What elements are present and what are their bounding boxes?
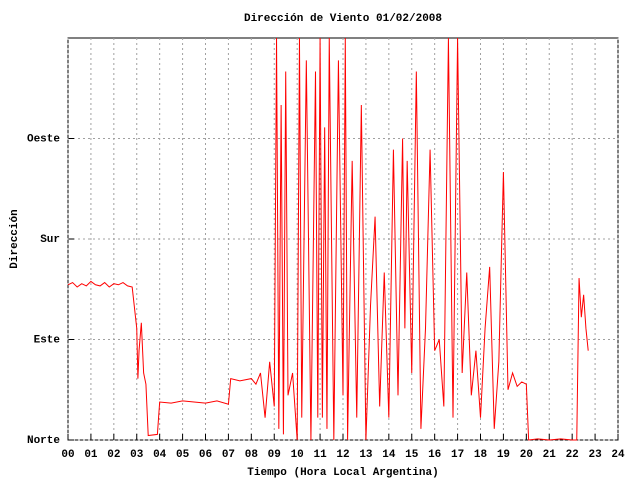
x-axis-label: Tiempo (Hora Local Argentina): [247, 467, 438, 479]
x-tick-label: 11: [313, 449, 327, 461]
x-tick-label: 24: [611, 449, 625, 461]
x-tick-label: 21: [543, 449, 557, 461]
x-tick-label: 20: [520, 449, 533, 461]
x-tick-label: 14: [382, 449, 396, 461]
x-tick-label: 01: [84, 449, 98, 461]
x-tick-label: 22: [566, 449, 579, 461]
y-axis-label: Dirección: [9, 209, 21, 268]
data-line: [67, 37, 589, 441]
x-tick-label: 03: [130, 449, 144, 461]
x-tick-label: 00: [61, 449, 74, 461]
x-tick-label: 04: [153, 449, 167, 461]
y-tick-label: Sur: [40, 234, 60, 246]
x-tick-label: 23: [588, 449, 602, 461]
x-tick-label: 17: [451, 449, 464, 461]
y-tick-label: Oeste: [27, 133, 60, 145]
y-tick-label: Este: [34, 334, 61, 346]
x-tick-label: 19: [497, 449, 510, 461]
x-tick-label: 10: [291, 449, 304, 461]
y-tick-label: Norte: [27, 435, 60, 447]
x-tick-label: 06: [199, 449, 212, 461]
x-tick-label: 08: [245, 449, 259, 461]
chart-title: Dirección de Viento 01/02/2008: [244, 13, 442, 25]
x-tick-label: 07: [222, 449, 235, 461]
x-tick-label: 16: [428, 449, 441, 461]
x-tick-label: 05: [176, 449, 190, 461]
x-tick-label: 15: [405, 449, 419, 461]
x-tick-label: 18: [474, 449, 488, 461]
x-tick-label: 13: [359, 449, 373, 461]
x-tick-label: 09: [268, 449, 281, 461]
x-tick-label: 12: [336, 449, 349, 461]
x-tick-label: 02: [107, 449, 120, 461]
